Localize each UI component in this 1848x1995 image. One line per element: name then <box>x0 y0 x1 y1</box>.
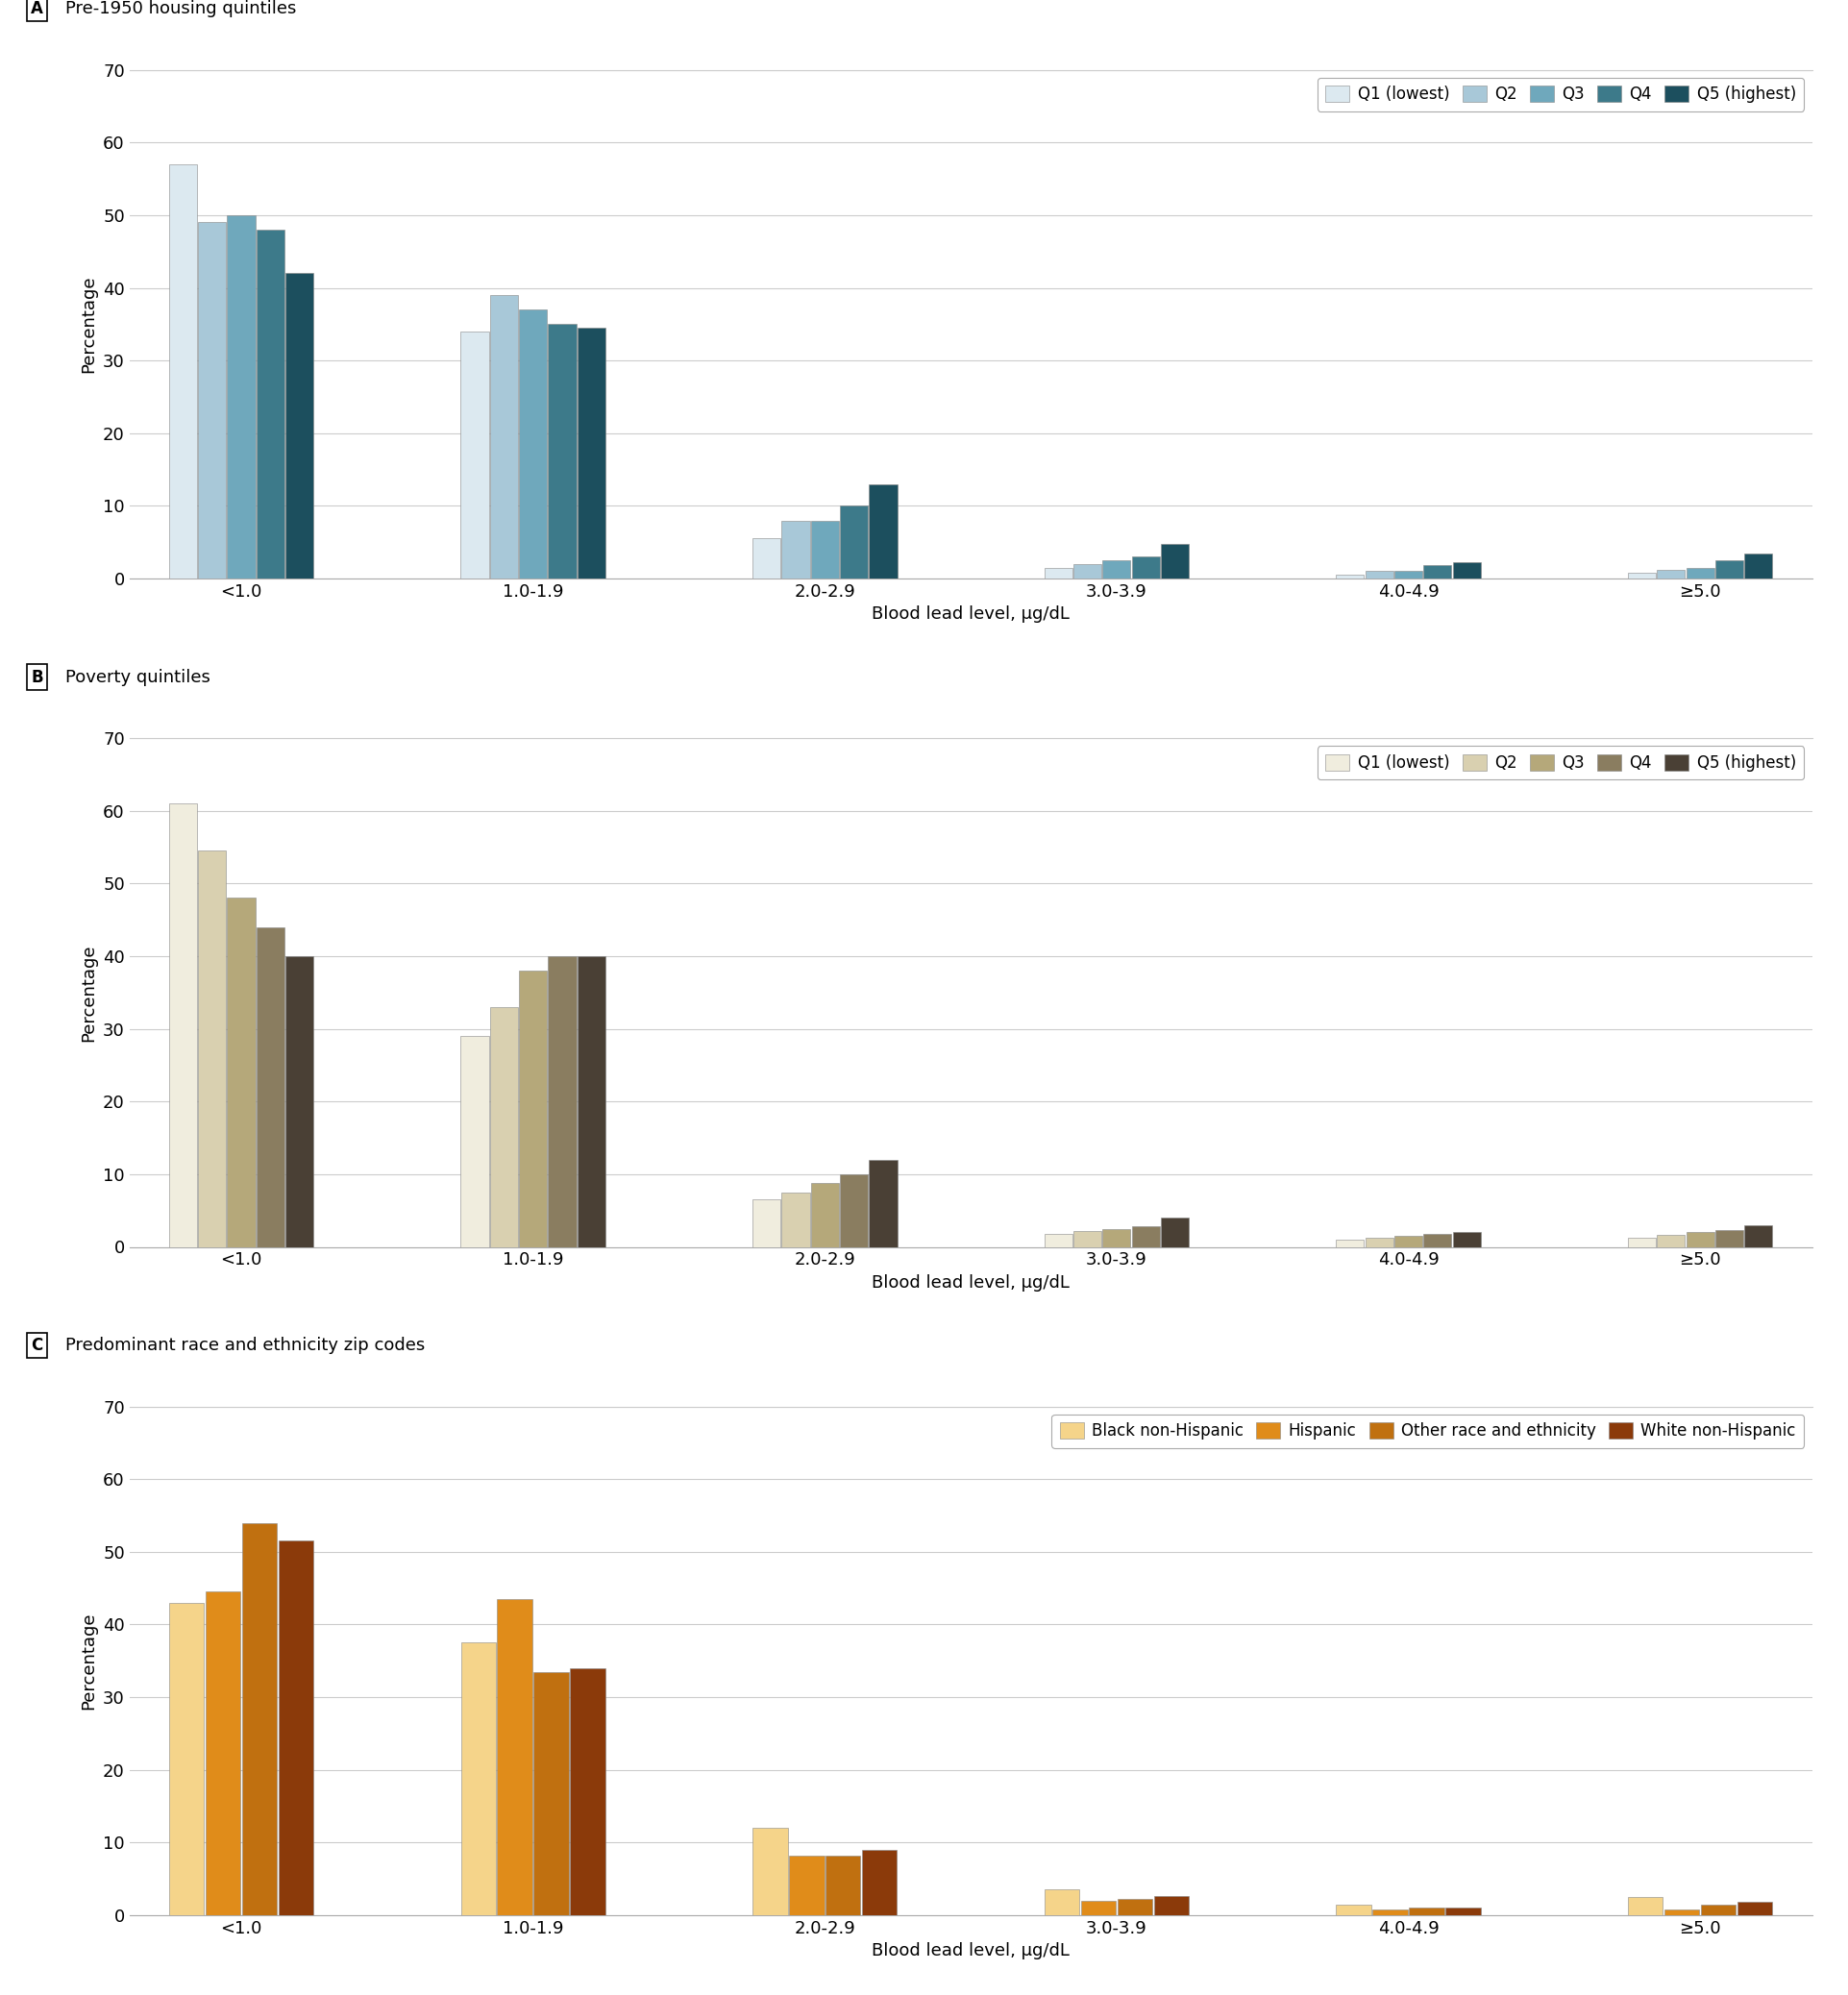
Bar <box>782 1193 809 1247</box>
Bar <box>242 1522 277 1915</box>
Bar <box>1453 563 1480 579</box>
Text: Predominant race and ethnicity zip codes: Predominant race and ethnicity zip codes <box>65 1337 425 1355</box>
Bar <box>1161 1217 1188 1247</box>
Bar <box>1101 561 1129 579</box>
Bar <box>1044 569 1072 579</box>
Bar <box>752 539 780 579</box>
Bar <box>497 1600 532 1915</box>
Y-axis label: Percentage: Percentage <box>79 944 98 1041</box>
Text: C: C <box>31 1337 43 1355</box>
Bar <box>789 1855 824 1915</box>
Bar <box>1423 1233 1451 1247</box>
Bar <box>198 223 225 579</box>
Bar <box>1074 565 1101 579</box>
Bar <box>198 850 225 1247</box>
Bar <box>490 1007 517 1247</box>
Bar <box>1101 1229 1129 1247</box>
Bar <box>460 331 488 579</box>
Text: Poverty quintiles: Poverty quintiles <box>65 668 211 686</box>
Bar <box>519 309 547 579</box>
Bar <box>168 1602 203 1915</box>
Bar <box>1131 1227 1159 1247</box>
Bar <box>490 295 517 579</box>
Bar <box>811 521 839 579</box>
Bar <box>839 507 867 579</box>
Bar <box>1081 1901 1116 1915</box>
Bar <box>285 273 314 579</box>
Bar <box>1743 553 1772 579</box>
Bar <box>1393 1237 1421 1247</box>
Bar <box>839 1175 867 1247</box>
Bar <box>1715 1231 1743 1247</box>
Bar <box>549 956 577 1247</box>
Bar <box>811 1183 839 1247</box>
Bar <box>1364 1239 1392 1247</box>
Bar <box>1364 571 1392 579</box>
Bar <box>257 229 285 579</box>
X-axis label: Blood lead level, μg/dL: Blood lead level, μg/dL <box>870 1275 1070 1291</box>
Bar <box>534 1672 569 1915</box>
Bar <box>1626 573 1656 579</box>
Bar <box>752 1827 787 1915</box>
Text: Pre-1950 housing quintiles: Pre-1950 housing quintiles <box>65 0 296 18</box>
Bar <box>1161 545 1188 579</box>
Bar <box>257 928 285 1247</box>
Text: A: A <box>31 0 43 18</box>
Bar <box>1685 569 1713 579</box>
Legend: Black non-Hispanic, Hispanic, Other race and ethnicity, White non-Hispanic: Black non-Hispanic, Hispanic, Other race… <box>1052 1414 1804 1448</box>
Bar <box>1445 1907 1480 1915</box>
Bar <box>569 1668 604 1915</box>
Bar <box>519 972 547 1247</box>
X-axis label: Blood lead level, μg/dL: Blood lead level, μg/dL <box>870 606 1070 622</box>
Y-axis label: Percentage: Percentage <box>79 275 98 373</box>
Bar <box>869 1159 896 1247</box>
Bar <box>1116 1899 1151 1915</box>
Bar <box>1393 571 1421 579</box>
Bar <box>782 521 809 579</box>
Bar <box>1656 1235 1684 1247</box>
Bar <box>1626 1897 1661 1915</box>
Bar <box>460 1642 495 1915</box>
Bar <box>1371 1909 1406 1915</box>
Bar <box>1423 565 1451 579</box>
Bar <box>1700 1905 1735 1915</box>
X-axis label: Blood lead level, μg/dL: Blood lead level, μg/dL <box>870 1943 1070 1959</box>
Bar <box>869 485 896 579</box>
Bar <box>1685 1233 1713 1247</box>
Bar <box>1336 1905 1371 1915</box>
Bar <box>1153 1895 1188 1915</box>
Bar <box>752 1199 780 1247</box>
Bar <box>577 956 604 1247</box>
Bar <box>279 1540 314 1915</box>
Bar <box>549 323 577 579</box>
Legend: Q1 (lowest), Q2, Q3, Q4, Q5 (highest): Q1 (lowest), Q2, Q3, Q4, Q5 (highest) <box>1318 78 1804 112</box>
Bar <box>285 956 314 1247</box>
Bar <box>1044 1233 1072 1247</box>
Bar <box>1336 575 1364 579</box>
Bar <box>1453 1233 1480 1247</box>
Bar <box>1626 1237 1656 1247</box>
Bar <box>577 327 604 579</box>
Bar <box>1743 1225 1772 1247</box>
Bar <box>227 215 255 579</box>
Y-axis label: Percentage: Percentage <box>79 1612 98 1710</box>
Bar <box>1663 1909 1698 1915</box>
Legend: Q1 (lowest), Q2, Q3, Q4, Q5 (highest): Q1 (lowest), Q2, Q3, Q4, Q5 (highest) <box>1318 746 1804 780</box>
Bar <box>227 898 255 1247</box>
Bar <box>168 164 198 579</box>
Bar <box>1074 1231 1101 1247</box>
Bar <box>1131 557 1159 579</box>
Bar <box>824 1855 859 1915</box>
Bar <box>460 1035 488 1247</box>
Bar <box>205 1592 240 1915</box>
Bar <box>1336 1239 1364 1247</box>
Bar <box>1737 1901 1772 1915</box>
Bar <box>1656 571 1684 579</box>
Text: B: B <box>31 668 43 686</box>
Bar <box>168 804 198 1247</box>
Bar <box>1408 1907 1443 1915</box>
Bar <box>1715 561 1743 579</box>
Bar <box>861 1849 896 1915</box>
Bar <box>1044 1889 1079 1915</box>
